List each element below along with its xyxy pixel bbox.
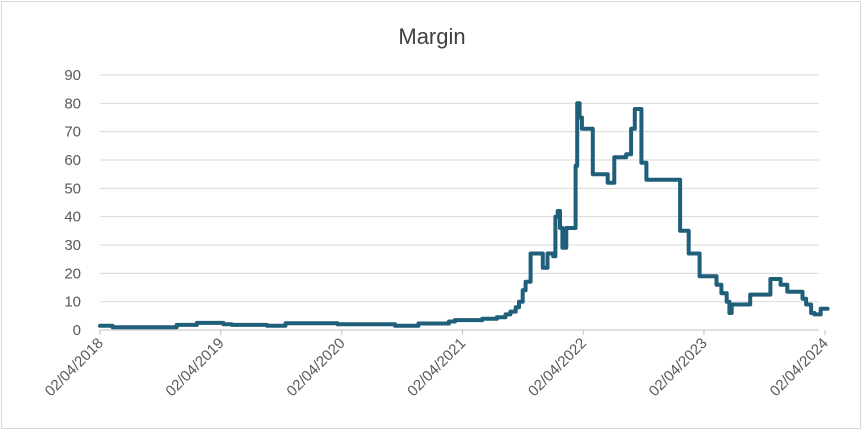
- y-tick-label: 70: [64, 124, 81, 141]
- x-tick-label: 02/04/2022: [525, 335, 590, 400]
- y-tick-label: 60: [64, 152, 81, 169]
- x-tick-label: 02/04/2024: [767, 335, 832, 400]
- chart-title: Margin: [398, 24, 465, 49]
- y-tick-label: 90: [64, 67, 81, 84]
- x-axis-ticks: 02/04/2018 02/04/2019 02/04/2020 02/04/2021…: [42, 330, 832, 400]
- x-tick-label: 02/04/2018: [42, 335, 107, 400]
- y-axis-ticks: 0 10 20 30 40 50 60 70 80 90: [64, 67, 81, 339]
- y-tick-label: 40: [64, 209, 81, 226]
- y-tick-label: 20: [64, 265, 81, 282]
- y-tick-label: 30: [64, 237, 81, 254]
- y-tick-label: 50: [64, 180, 81, 197]
- y-tick-label: 10: [64, 294, 81, 311]
- x-tick-label: 02/04/2019: [162, 335, 227, 400]
- x-tick-label: 02/04/2020: [283, 335, 348, 400]
- gridlines: [100, 74, 819, 331]
- y-tick-label: 0: [73, 322, 81, 339]
- series-line-margin: [98, 101, 830, 330]
- y-tick-label: 80: [64, 95, 81, 112]
- x-tick-label: 02/04/2023: [646, 335, 711, 400]
- series-group: [98, 101, 830, 330]
- x-tick-label: 02/04/2021: [404, 335, 469, 400]
